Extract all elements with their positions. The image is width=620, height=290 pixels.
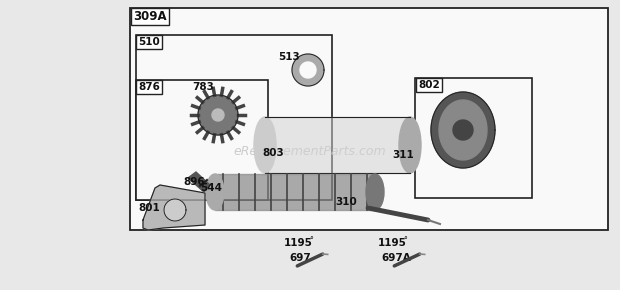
Text: 803: 803	[262, 148, 284, 158]
Polygon shape	[439, 100, 487, 160]
Polygon shape	[212, 109, 224, 121]
Polygon shape	[300, 62, 316, 78]
Polygon shape	[188, 172, 210, 192]
Polygon shape	[431, 92, 495, 168]
Text: 801: 801	[138, 203, 160, 213]
Ellipse shape	[206, 174, 224, 210]
Text: 876: 876	[138, 82, 160, 92]
Text: eReplacementParts.com: eReplacementParts.com	[234, 146, 386, 159]
Text: 1195: 1195	[284, 238, 313, 248]
Bar	[136, 80, 268, 200]
Polygon shape	[215, 174, 375, 210]
Ellipse shape	[164, 199, 186, 221]
Ellipse shape	[366, 174, 384, 210]
Text: 311: 311	[392, 150, 414, 160]
Polygon shape	[143, 185, 205, 230]
Bar	[136, 35, 332, 200]
Text: 697A: 697A	[381, 253, 410, 263]
Polygon shape	[198, 95, 238, 135]
Bar	[415, 78, 532, 198]
Text: 802: 802	[418, 80, 440, 90]
Ellipse shape	[399, 117, 421, 173]
Text: 513: 513	[278, 52, 299, 62]
Ellipse shape	[254, 117, 276, 173]
Text: 896: 896	[183, 177, 205, 187]
Text: 544: 544	[200, 183, 222, 193]
Text: 1195: 1195	[378, 238, 407, 248]
Text: 310: 310	[335, 197, 356, 207]
Text: 309A: 309A	[133, 10, 167, 23]
Text: 510: 510	[138, 37, 160, 47]
Text: °: °	[309, 236, 313, 245]
Text: °: °	[403, 236, 407, 245]
Bar	[130, 8, 608, 230]
Text: 783: 783	[192, 82, 214, 92]
Polygon shape	[292, 54, 324, 86]
Text: 697: 697	[289, 253, 311, 263]
Polygon shape	[453, 120, 473, 140]
